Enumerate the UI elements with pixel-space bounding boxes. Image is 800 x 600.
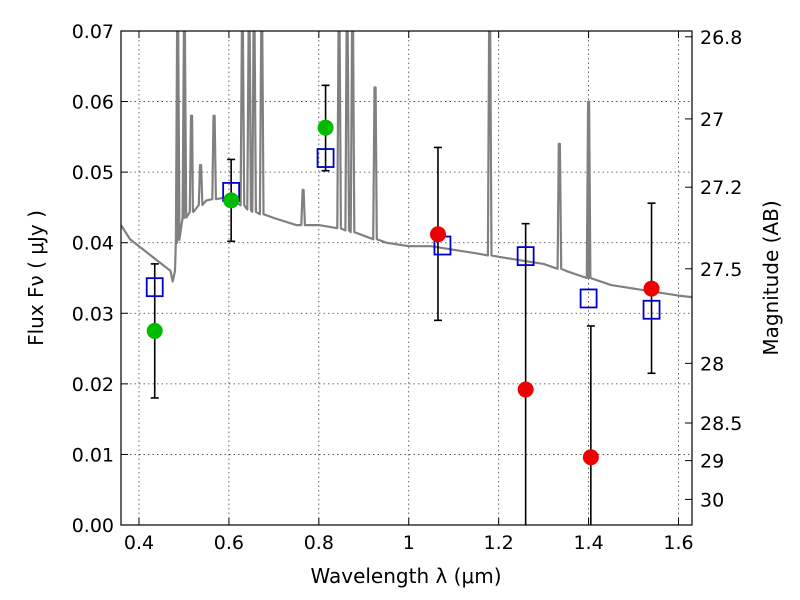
model-spectrum-line	[121, 31, 692, 299]
x-tick-label: 1.2	[484, 532, 514, 554]
y2-tick-label: 26.8	[700, 27, 742, 49]
x-tick-label: 0.6	[214, 532, 244, 554]
y2-tick-label: 27.2	[700, 177, 742, 199]
y-tick-label: 0.03	[72, 303, 114, 325]
y2-tick-label: 27.5	[700, 259, 742, 281]
x-tick-label: 0.4	[124, 532, 154, 554]
model-spectrum-layer	[121, 31, 692, 299]
green-data-point	[146, 322, 163, 339]
y2-tick-label: 28.5	[700, 413, 742, 435]
x-tick-label: 1	[403, 532, 415, 554]
red-data-point	[429, 226, 446, 243]
y-tick-label: 0.01	[72, 444, 114, 466]
y-tick-label: 0.02	[72, 374, 114, 396]
model-box-point	[579, 288, 598, 309]
red-data-point	[582, 449, 599, 466]
model-box-point	[642, 299, 661, 320]
y2-axis-label: Magnitude (AB)	[759, 200, 783, 355]
model-box-point	[516, 246, 535, 267]
y-axis-label: Flux Fν ( μJy )	[24, 210, 48, 346]
x-tick-label: 1.4	[573, 532, 603, 554]
x-axis-label: Wavelength λ (μm)	[310, 564, 501, 588]
y2-tick-label: 27	[700, 109, 724, 131]
y-tick-label: 0.06	[72, 92, 114, 114]
y2-tick-label: 28	[700, 353, 724, 375]
y2-tick-label: 29	[700, 451, 724, 473]
axis-ticks: 0.4 0.6 0.8 1 1.2 1.4 1.6 0.00 0.01 0.02 0.03 0.04 0…	[72, 21, 743, 554]
y-tick-label: 0.05	[72, 162, 114, 184]
red-data-point	[643, 280, 660, 297]
model-box-point	[145, 277, 164, 298]
x-tick-label: 1.6	[663, 532, 693, 554]
model-box-point	[316, 148, 335, 168]
y-tick-label: 0.04	[72, 233, 114, 255]
grid-lines	[121, 30, 692, 526]
plot-frame	[120, 30, 693, 526]
y2-tick-label: 30	[700, 489, 724, 511]
y-tick-label: 0.00	[72, 515, 114, 537]
data-point-layer	[145, 119, 661, 466]
x-tick-label: 0.8	[304, 532, 334, 554]
red-data-point	[517, 381, 534, 398]
green-data-point	[317, 119, 334, 136]
y-tick-label: 0.07	[72, 21, 114, 43]
green-data-point	[223, 192, 240, 209]
